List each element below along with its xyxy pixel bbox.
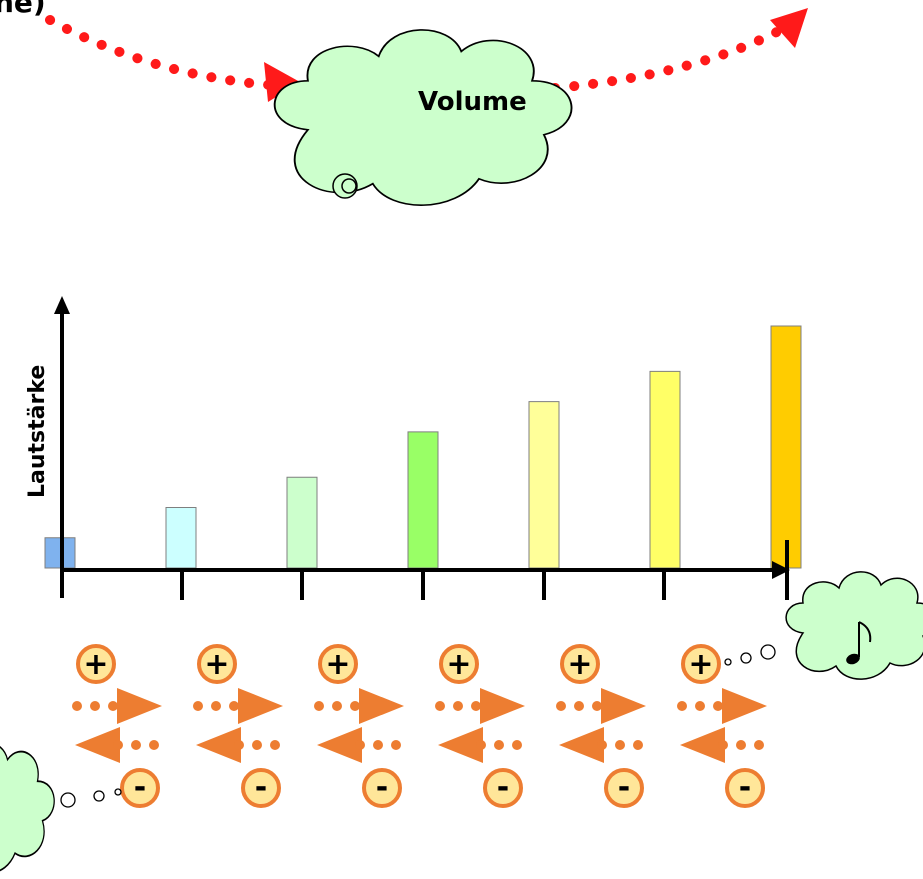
y-axis-label: Lautstärke	[25, 365, 50, 498]
plus-button[interactable]	[439, 644, 479, 684]
y-axis-arrowhead	[54, 296, 70, 314]
minus-sign: -	[255, 770, 267, 805]
bar-4	[407, 431, 439, 569]
plus-sign: +	[83, 647, 108, 682]
plus-sign: +	[688, 647, 713, 682]
decrease-arrow	[559, 727, 643, 763]
plus-button[interactable]	[318, 644, 358, 684]
bar-7	[770, 325, 802, 569]
volume-bar-chart: Lautstärke	[25, 296, 802, 600]
bar-5	[528, 401, 560, 569]
plus-sign: +	[325, 647, 350, 682]
step-group: +-	[314, 644, 404, 808]
minus-button[interactable]	[604, 768, 644, 808]
step-group: +-	[556, 644, 646, 808]
x-axis-ticks	[180, 540, 789, 600]
decrease-arrow	[680, 727, 764, 763]
plus-button[interactable]	[197, 644, 237, 684]
minus-sign: -	[134, 770, 146, 805]
increase-arrow	[314, 688, 404, 724]
step-controls: +-+-+-+-+-+-	[72, 644, 767, 808]
plus-sign: +	[204, 647, 229, 682]
step-group: +-	[435, 644, 525, 808]
dotted-arrow-out	[550, 8, 808, 93]
increase-arrow	[193, 688, 283, 724]
plus-sign: +	[446, 647, 471, 682]
increase-arrow	[556, 688, 646, 724]
volume-label: Volume	[418, 87, 527, 117]
minus-sign: -	[739, 770, 751, 805]
plus-sign: +	[567, 647, 592, 682]
plus-button[interactable]	[76, 644, 116, 684]
step-group: +-	[72, 644, 162, 808]
quiet-thought-bubbles	[60, 788, 122, 808]
decrease-arrow	[75, 727, 159, 763]
minus-sign: -	[618, 770, 630, 805]
minus-button[interactable]	[362, 768, 402, 808]
bar-6	[649, 370, 681, 569]
music-note-icon	[846, 621, 872, 665]
bars	[44, 325, 802, 569]
increase-arrow	[677, 688, 767, 724]
decrease-arrow	[196, 727, 280, 763]
quiet-cloud	[0, 742, 56, 874]
header-fragment: ne)	[0, 0, 46, 19]
step-group: +-	[193, 644, 283, 808]
minus-sign: -	[376, 770, 388, 805]
minus-button[interactable]	[120, 768, 160, 808]
note-thought-bubbles	[724, 644, 776, 666]
minus-button[interactable]	[725, 768, 765, 808]
decrease-arrow	[438, 727, 522, 763]
step-group: +-	[677, 644, 767, 808]
x-axis-arrowhead	[772, 561, 790, 579]
minus-button[interactable]	[483, 768, 523, 808]
decrease-arrow	[317, 727, 401, 763]
increase-arrow	[72, 688, 162, 724]
minus-sign: -	[497, 770, 509, 805]
cloud-bubble-small	[341, 178, 357, 194]
dotted-arrow-in	[45, 15, 300, 102]
minus-button[interactable]	[241, 768, 281, 808]
note-cloud	[785, 571, 923, 680]
bar-2	[165, 507, 197, 569]
bar-3	[286, 476, 318, 569]
plus-button[interactable]	[560, 644, 600, 684]
volume-cloud: Volume	[273, 28, 573, 207]
increase-arrow	[435, 688, 525, 724]
plus-button[interactable]	[681, 644, 721, 684]
